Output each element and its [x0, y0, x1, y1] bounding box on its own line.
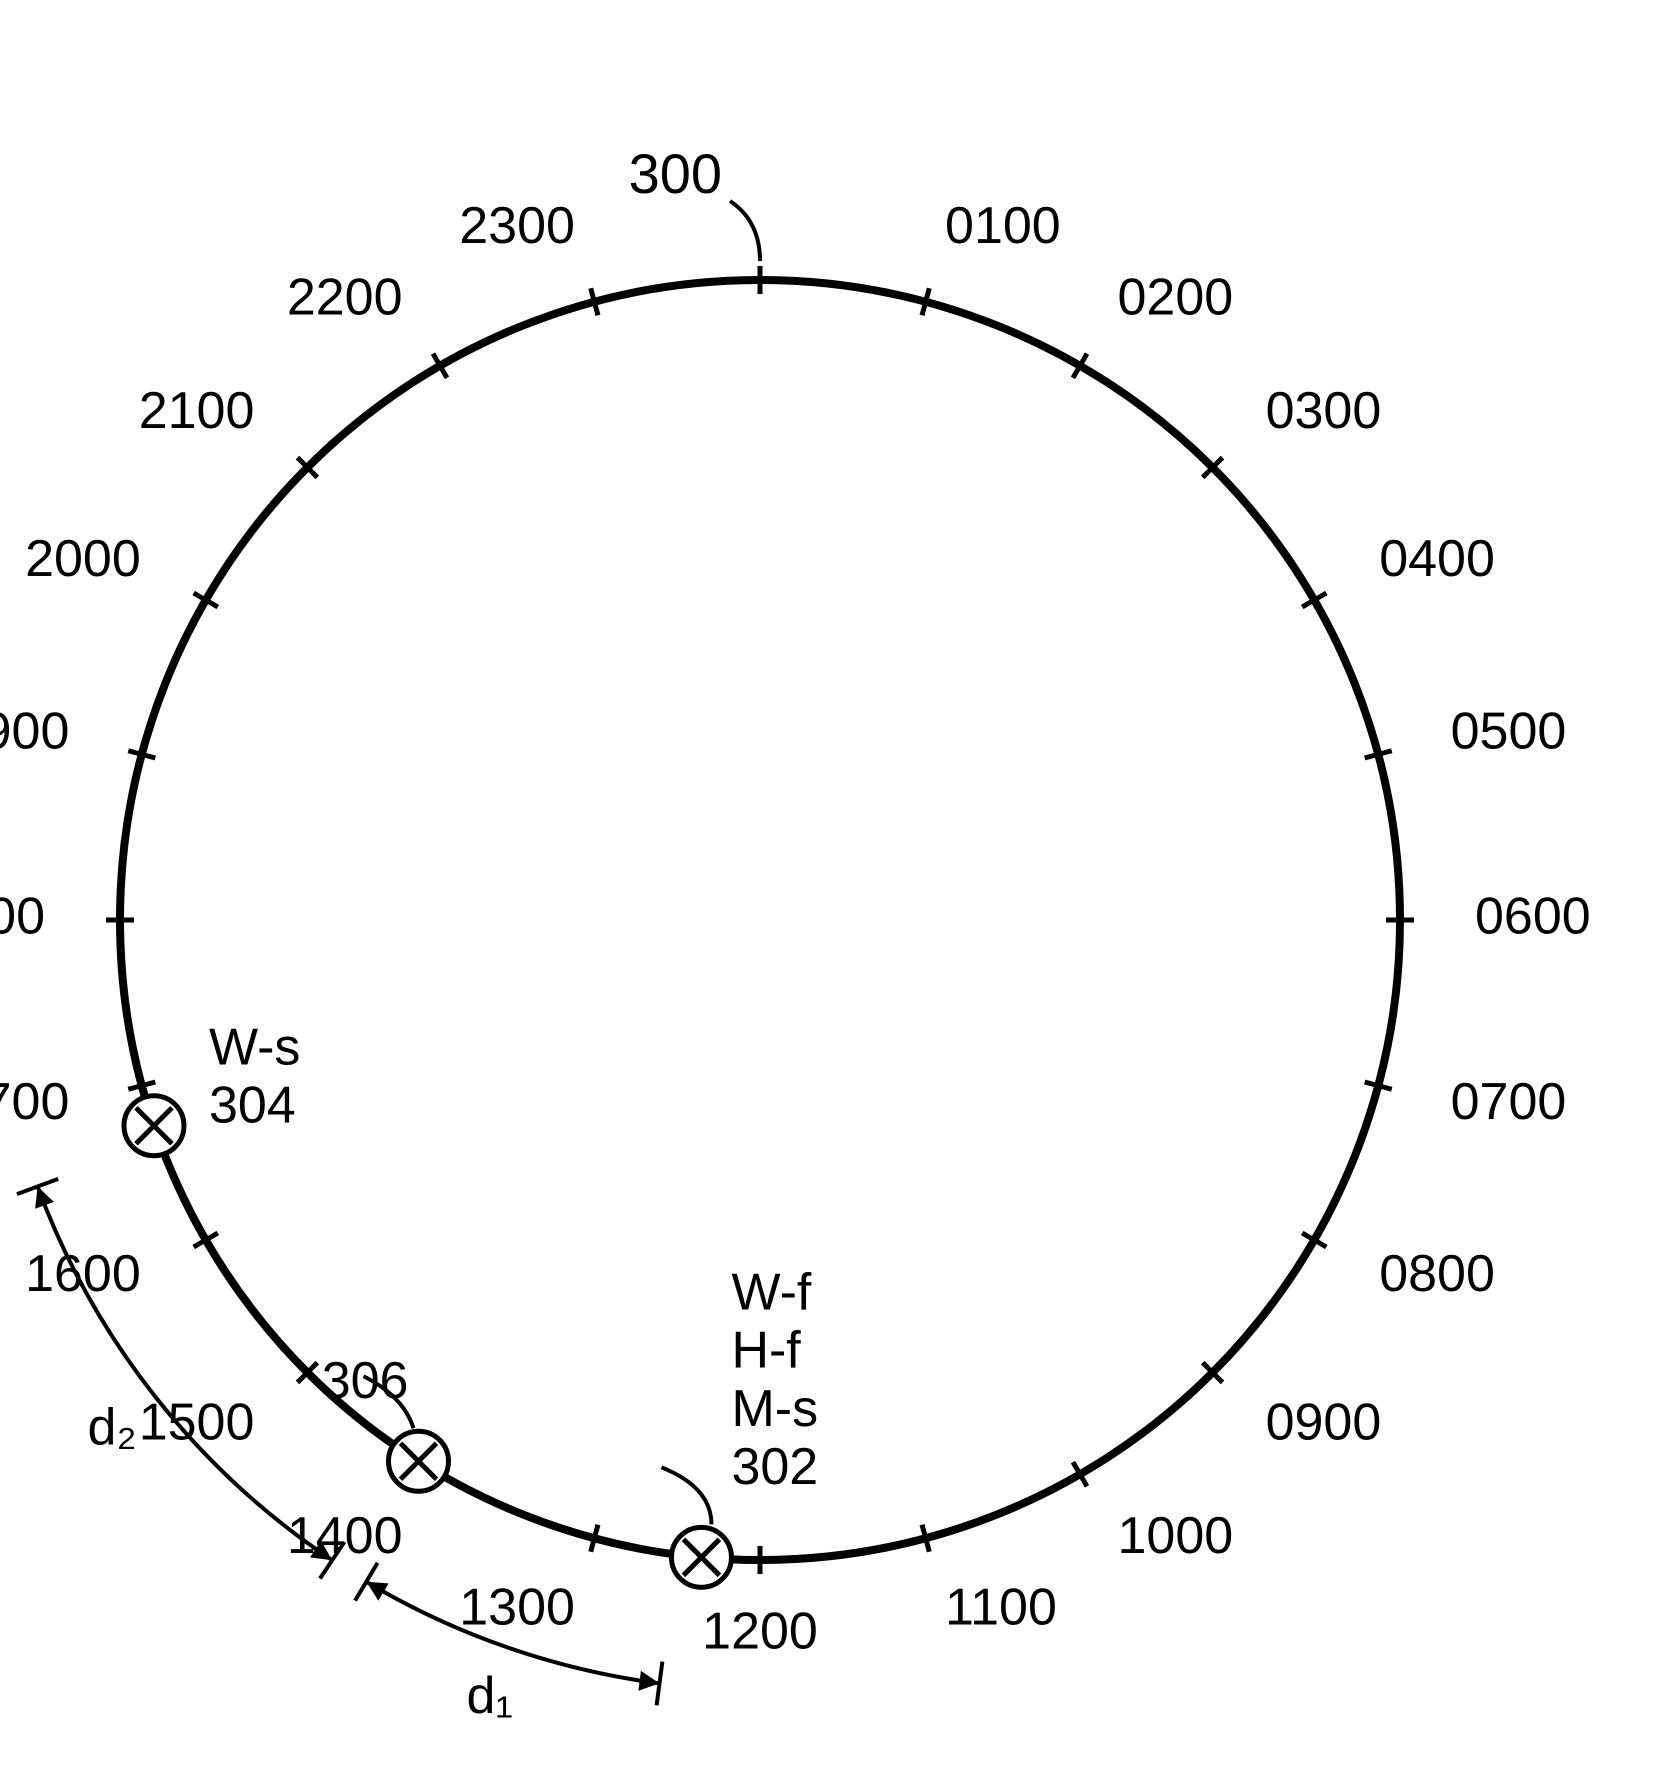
hour-tick: [1365, 1082, 1392, 1089]
ref-300-label: 300: [629, 142, 722, 205]
marker-302: W-fH-fM-s302: [661, 1263, 818, 1587]
hour-label: 0100: [945, 197, 1061, 255]
hour-label: 2100: [139, 382, 255, 440]
hour-label: 1300: [459, 1578, 575, 1636]
hour-tick: [922, 1525, 929, 1552]
marker-label: W-s: [209, 1018, 300, 1076]
hour-label: 0600: [1475, 888, 1591, 946]
hour-label: 1600: [25, 1245, 141, 1303]
hour-label: 2300: [459, 197, 575, 255]
hour-label: 1900: [0, 703, 69, 761]
marker-label: 306: [322, 1352, 409, 1410]
marker-label: M-s: [731, 1380, 818, 1438]
arc-path: [38, 1187, 333, 1561]
marker-label: H-f: [731, 1322, 801, 1380]
hour-label: 0200: [1118, 269, 1234, 327]
arc-label: d₂: [88, 1398, 137, 1456]
hour-tick: [591, 1525, 598, 1552]
hour-label: 1000: [1118, 1507, 1234, 1565]
marker-leader: [661, 1467, 711, 1524]
hour-tick: [591, 288, 598, 315]
hour-tick: [922, 288, 929, 315]
marker-306: 306: [322, 1352, 449, 1491]
arc-label: d₁: [466, 1667, 512, 1725]
arc-endcap: [657, 1662, 663, 1706]
hour-label: 1800: [0, 888, 45, 946]
hour-tick: [128, 1082, 155, 1089]
arc-endcap: [355, 1563, 377, 1601]
hour-label: 0900: [1266, 1393, 1382, 1451]
hour-label: 1100: [945, 1578, 1057, 1636]
clock-diagram: 0100 0200 0300 0400 0500 0600 0700 0800 0900 1000…: [0, 0, 1680, 1792]
hour-label: 2000: [25, 530, 141, 588]
hour-label: 0400: [1379, 530, 1495, 588]
hour-tick: [128, 751, 155, 758]
hour-tick: [1365, 751, 1392, 758]
hour-label: 0700: [1451, 1073, 1567, 1131]
hour-label: 2200: [287, 269, 403, 327]
marker-label: W-f: [731, 1263, 811, 1321]
ref-300-leader: [730, 201, 760, 261]
hour-label: 1200: [702, 1603, 818, 1661]
arc-arrowhead: [638, 1671, 659, 1691]
marker-label: 304: [209, 1077, 296, 1135]
hour-label: 0300: [1266, 382, 1382, 440]
marker-label: 302: [731, 1438, 818, 1496]
hour-label: 0500: [1451, 703, 1567, 761]
hour-label: 1700: [0, 1073, 69, 1131]
hour-label: 0800: [1379, 1245, 1495, 1303]
marker-304: W-s304: [124, 1018, 300, 1155]
hour-label: 1400: [287, 1507, 403, 1565]
